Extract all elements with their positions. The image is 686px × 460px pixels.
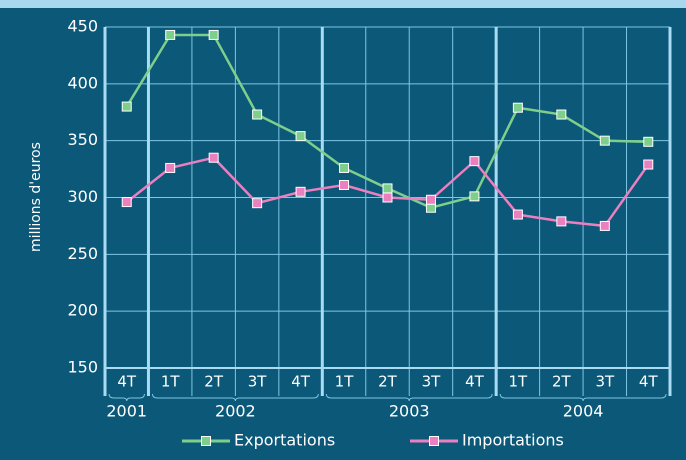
marker-square bbox=[599, 220, 610, 231]
x-tick-label: 4T bbox=[639, 373, 659, 391]
marker-square bbox=[339, 179, 350, 190]
marker-square bbox=[469, 191, 480, 202]
marker-square bbox=[208, 29, 219, 40]
marker-square bbox=[295, 186, 306, 197]
data-point bbox=[339, 179, 350, 190]
data-point bbox=[165, 29, 176, 40]
legend-marker bbox=[201, 436, 211, 446]
marker-square bbox=[512, 209, 523, 220]
data-point bbox=[382, 192, 393, 203]
marker-square bbox=[339, 162, 350, 173]
marker-square bbox=[512, 102, 523, 113]
top-strip bbox=[0, 0, 686, 8]
marker-square bbox=[165, 29, 176, 40]
year-brace bbox=[325, 393, 493, 402]
x-tick-label: 4T bbox=[117, 373, 137, 391]
y-tick-label: 350 bbox=[67, 130, 98, 149]
legend-label: Exportations bbox=[234, 431, 335, 450]
x-tick-label: 1T bbox=[509, 373, 529, 391]
year-label: 2003 bbox=[389, 402, 430, 421]
marker-square bbox=[643, 159, 654, 170]
y-tick-label: 250 bbox=[67, 244, 98, 263]
year-label: 2004 bbox=[563, 402, 604, 421]
data-point bbox=[643, 159, 654, 170]
marker-square bbox=[429, 436, 439, 446]
data-point bbox=[208, 152, 219, 163]
y-tick-label: 450 bbox=[67, 17, 98, 36]
x-tick-label: 2T bbox=[378, 373, 398, 391]
marker-square bbox=[201, 436, 211, 446]
x-tick-label: 3T bbox=[248, 373, 268, 391]
marker-square bbox=[165, 162, 176, 173]
marker-square bbox=[252, 109, 263, 120]
data-point bbox=[599, 220, 610, 231]
x-tick-label: 4T bbox=[465, 373, 485, 391]
year-brace bbox=[108, 393, 145, 402]
marker-square bbox=[121, 101, 132, 112]
year-brace bbox=[151, 393, 319, 402]
data-point bbox=[339, 162, 350, 173]
x-tick-label: 4T bbox=[291, 373, 311, 391]
data-point bbox=[556, 109, 567, 120]
data-point bbox=[208, 29, 219, 40]
x-tick-label: 3T bbox=[422, 373, 442, 391]
data-point bbox=[512, 102, 523, 113]
marker-square bbox=[121, 197, 132, 208]
data-point bbox=[295, 186, 306, 197]
data-point bbox=[295, 131, 306, 142]
marker-square bbox=[643, 136, 654, 147]
year-label: 2001 bbox=[106, 402, 147, 421]
data-point bbox=[252, 109, 263, 120]
y-tick-label: 400 bbox=[67, 73, 98, 92]
marker-square bbox=[425, 194, 436, 205]
data-point bbox=[512, 209, 523, 220]
marker-square bbox=[208, 152, 219, 163]
data-point bbox=[121, 101, 132, 112]
marker-square bbox=[599, 135, 610, 146]
x-tick-label: 1T bbox=[335, 373, 355, 391]
data-point bbox=[556, 216, 567, 227]
data-point bbox=[165, 162, 176, 173]
marker-square bbox=[382, 183, 393, 194]
data-point bbox=[382, 183, 393, 194]
marker-square bbox=[295, 131, 306, 142]
data-point bbox=[643, 136, 654, 147]
data-point bbox=[599, 135, 610, 146]
x-tick-label: 3T bbox=[595, 373, 615, 391]
y-tick-label: 300 bbox=[67, 187, 98, 206]
year-label: 2002 bbox=[215, 402, 256, 421]
data-point bbox=[252, 198, 263, 209]
marker-square bbox=[469, 156, 480, 167]
data-point bbox=[469, 191, 480, 202]
data-point bbox=[469, 156, 480, 167]
y-tick-label: 150 bbox=[67, 358, 98, 377]
legend-label: Importations bbox=[462, 431, 564, 450]
y-tick-label: 200 bbox=[67, 301, 98, 320]
marker-square bbox=[556, 216, 567, 227]
y-axis-label: millions d'euros bbox=[28, 142, 44, 252]
marker-square bbox=[382, 192, 393, 203]
x-tick-label: 2T bbox=[204, 373, 224, 391]
data-point bbox=[425, 194, 436, 205]
year-brace bbox=[499, 393, 667, 402]
marker-square bbox=[556, 109, 567, 120]
data-point bbox=[121, 197, 132, 208]
marker-square bbox=[252, 198, 263, 209]
x-tick-label: 2T bbox=[552, 373, 572, 391]
legend-marker bbox=[429, 436, 439, 446]
x-tick-label: 1T bbox=[161, 373, 181, 391]
